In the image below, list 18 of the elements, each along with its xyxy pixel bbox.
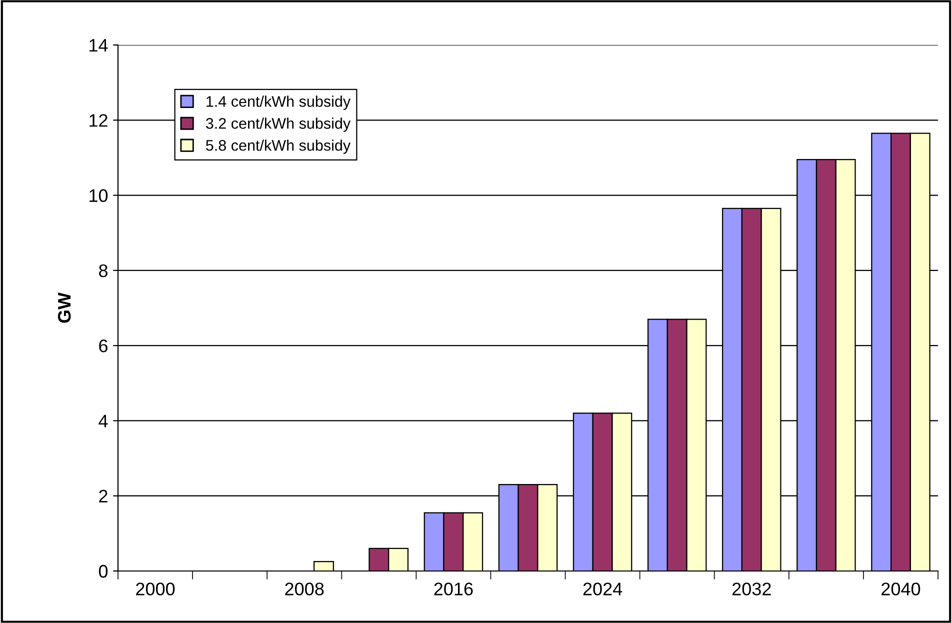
y-tick-label: 6 bbox=[99, 340, 108, 352]
x-tick-label: 2040 bbox=[882, 582, 920, 596]
y-tick-label: 12 bbox=[90, 114, 108, 127]
x-tick-label: 2008 bbox=[285, 582, 324, 596]
y-tick-label: 2 bbox=[99, 490, 108, 502]
y-tick-label: 0 bbox=[98, 564, 108, 578]
y-tick-label: 8 bbox=[99, 264, 108, 278]
legend-label: 5.8 cent/kWh subsidy bbox=[206, 140, 351, 154]
x-tick-label: 2016 bbox=[434, 582, 473, 596]
y-tick-label: 10 bbox=[90, 189, 108, 202]
y-tick-label: 4 bbox=[98, 414, 108, 428]
legend-label: 3.2 cent/kWh subsidy bbox=[206, 118, 351, 132]
x-tick-label: 2000 bbox=[136, 582, 175, 596]
y-axis-title: GW bbox=[58, 292, 71, 323]
y-tick-label: 14 bbox=[90, 39, 108, 52]
x-tick-label: 2032 bbox=[732, 582, 771, 596]
legend-label: 1.4 cent/kWh subsidy bbox=[206, 96, 351, 110]
x-tick-label: 2024 bbox=[583, 582, 622, 596]
